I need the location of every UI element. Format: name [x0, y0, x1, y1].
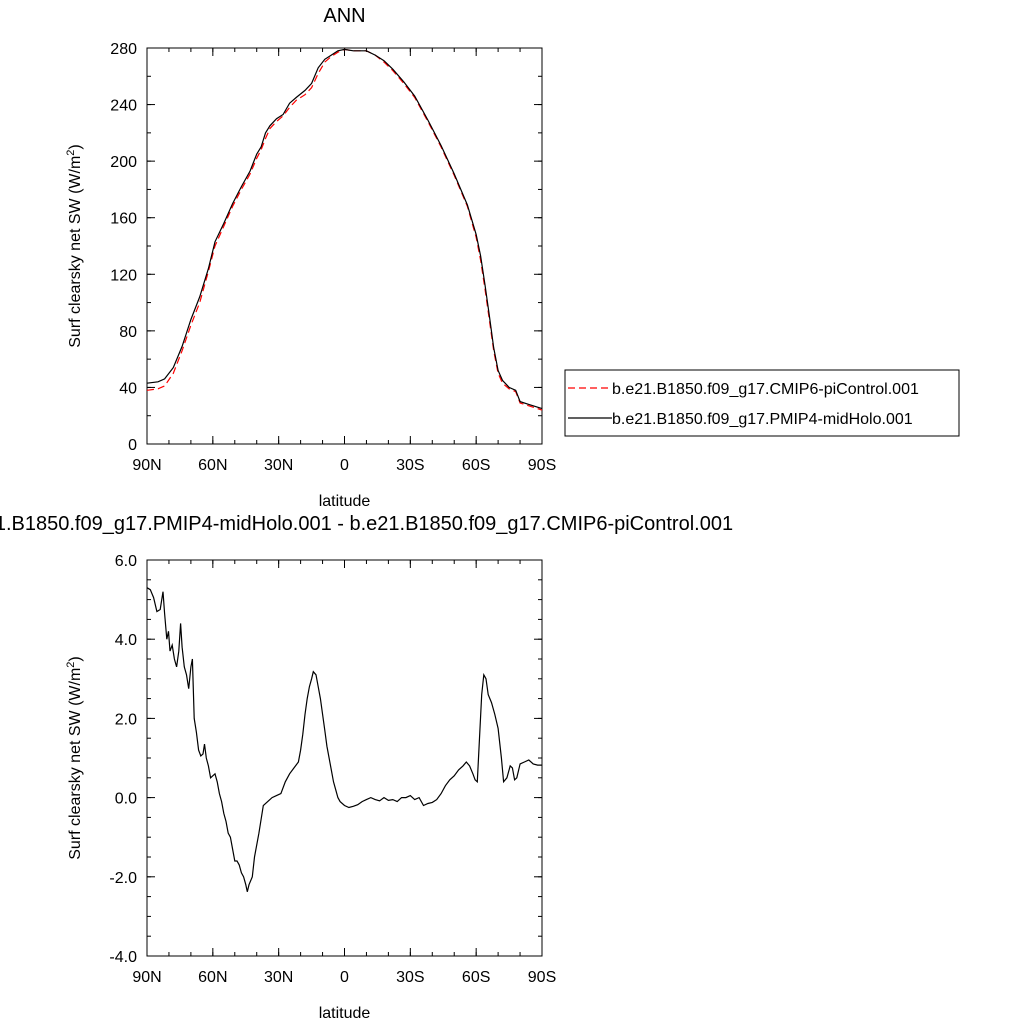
series-line-0 [146, 587, 542, 892]
y-tick-label: 2.0 [115, 711, 137, 728]
x-tick-label: 30S [396, 457, 424, 474]
y-tick-label: 200 [110, 154, 137, 171]
legend-label-picontrol: b.e21.B1850.f09_g17.CMIP6-piControl.001 [612, 381, 919, 398]
bottom-axis-ticks: 90N 60N 30N 0 30S 60S 90S -4.0 -2.0 0.0 2.0 4.0 6.0 [109, 553, 556, 986]
x-tick-label: 90S [528, 457, 556, 474]
y-tick-label: 4.0 [115, 632, 137, 649]
legend: b.e21.B1850.f09_g17.CMIP6-piControl.001 … [564, 369, 960, 437]
x-tick-label: 30N [264, 969, 293, 986]
x-tick-label: 30N [264, 457, 293, 474]
top-x-axis-label: latitude [319, 493, 371, 510]
x-tick-label: 0 [340, 969, 349, 986]
bottom-x-axis-label: latitude [319, 1005, 371, 1022]
x-tick-label: 90S [528, 969, 556, 986]
top-series-lines [146, 48, 543, 411]
y-tick-label: 120 [110, 267, 137, 284]
y-tick-label: 160 [110, 211, 137, 228]
y-tick-label: 80 [119, 324, 137, 341]
y-tick-label: 280 [110, 41, 137, 58]
x-tick-label: 60S [462, 457, 490, 474]
top-chart-title: ANN [323, 5, 365, 27]
x-tick-label: 90N [132, 457, 161, 474]
y-tick-label: 6.0 [115, 553, 137, 570]
bottom-y-axis-label: Surf clearsky net SW (W/m2) [65, 656, 84, 859]
series-line-0 [146, 48, 543, 411]
bottom-series-lines [146, 587, 542, 892]
bottom-chart-title: b.e21.B1850.f09_g17.PMIP4-midHolo.001 - … [0, 513, 733, 535]
x-tick-label: 90N [132, 969, 161, 986]
y-tick-label: 240 [110, 98, 137, 115]
y-tick-label: 0.0 [115, 791, 137, 808]
top-y-axis-label: Surf clearsky net SW (W/m2) [65, 144, 84, 347]
x-tick-label: 60S [462, 969, 490, 986]
y-tick-label: 40 [119, 380, 137, 397]
top-plot-frame [146, 47, 543, 445]
bottom-panel: b.e21.B1850.f09_g17.PMIP4-midHolo.001 - … [0, 513, 733, 1022]
legend-box [564, 369, 960, 437]
x-tick-label: 60N [198, 457, 227, 474]
x-tick-label: 60N [198, 969, 227, 986]
top-panel: ANN 90N 60N 30N 0 30S 60S 90S 0 40 80 120 160 200 240… [65, 5, 556, 510]
x-tick-label: 0 [340, 457, 349, 474]
top-axis-ticks: 90N 60N 30N 0 30S 60S 90S 0 40 80 120 160 200 240 280 [110, 41, 556, 474]
y-tick-label: 0 [128, 437, 137, 454]
series-line-1 [146, 48, 543, 410]
x-tick-label: 30S [396, 969, 424, 986]
legend-label-midholo: b.e21.B1850.f09_g17.PMIP4-midHolo.001 [612, 411, 913, 428]
y-tick-label: -4.0 [109, 949, 137, 966]
y-tick-label: -2.0 [109, 870, 137, 887]
